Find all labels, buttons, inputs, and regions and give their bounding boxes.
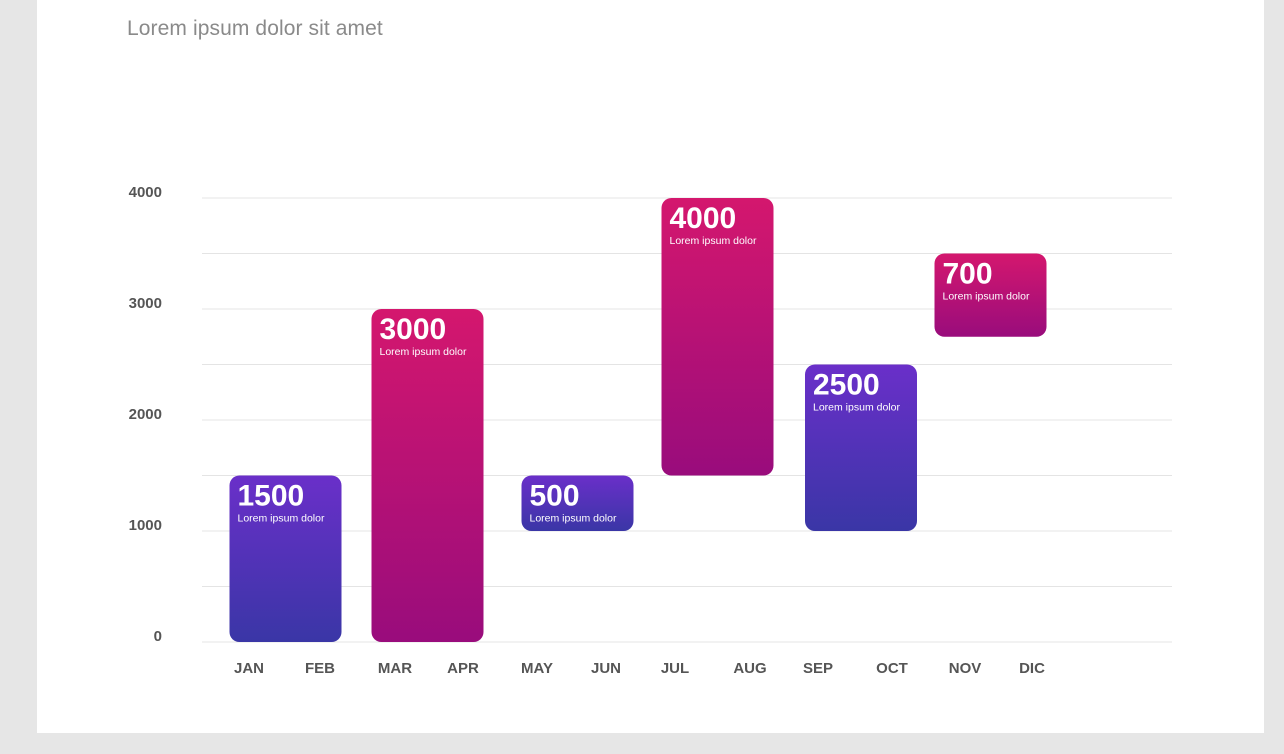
y-tick-label: 4000 <box>129 184 162 201</box>
bar-value-label: 500 <box>530 480 580 513</box>
x-tick-label: FEB <box>305 660 335 677</box>
bar-caption-label: Lorem ipsum dolor <box>238 513 325 525</box>
x-tick-label: SEP <box>803 660 833 677</box>
x-tick-label: JAN <box>234 660 264 677</box>
x-tick-label: DIC <box>1019 660 1045 677</box>
x-tick-label: MAR <box>378 660 412 677</box>
bar-value-label: 1500 <box>238 480 305 513</box>
x-tick-label: APR <box>447 660 479 677</box>
bar <box>371 309 484 642</box>
bar <box>521 475 634 531</box>
x-tick-label: AUG <box>733 660 766 677</box>
y-tick-label: 3000 <box>129 295 162 312</box>
x-axis-ticks: JAN FEB MAR APR MAY JUN JUL AUG SEP OCT NOV DIC <box>234 660 1045 677</box>
y-tick-label: 2000 <box>129 406 162 423</box>
y-tick-label: 0 <box>154 628 162 645</box>
chart-title: Lorem ipsum dolor sit amet <box>127 17 383 40</box>
x-tick-label: NOV <box>949 660 982 677</box>
bar-caption-label: Lorem ipsum dolor <box>530 513 617 525</box>
y-tick-label: 1000 <box>129 517 162 534</box>
bar-value-label: 3000 <box>380 313 447 346</box>
bar-caption-label: Lorem ipsum dolor <box>380 346 467 358</box>
bar <box>805 364 917 531</box>
bar-caption-label: Lorem ipsum dolor <box>813 402 900 414</box>
x-tick-label: OCT <box>876 660 908 677</box>
bar <box>661 198 774 476</box>
bar <box>934 253 1047 337</box>
x-tick-label: MAY <box>521 660 553 677</box>
bar-value-label: 2500 <box>813 369 880 402</box>
bar-value-label: 4000 <box>670 202 737 235</box>
bar-value-label: 700 <box>943 258 993 291</box>
bar-caption-label: Lorem ipsum dolor <box>670 235 757 247</box>
y-axis-ticks: 0 1000 2000 3000 4000 <box>129 184 162 645</box>
bar <box>229 475 342 642</box>
x-tick-label: JUL <box>661 660 689 677</box>
bar-caption-label: Lorem ipsum dolor <box>943 291 1030 303</box>
x-tick-label: JUN <box>591 660 621 677</box>
